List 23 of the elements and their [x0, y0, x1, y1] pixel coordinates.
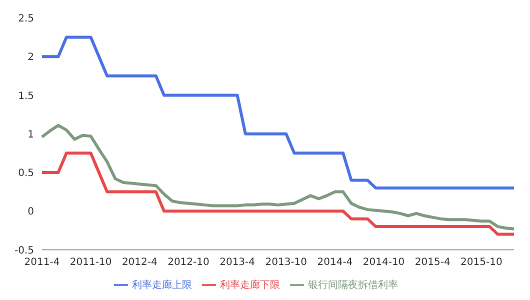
legend-label: 利率走廊下限 — [220, 280, 280, 291]
line-series — [40, 152, 516, 236]
x-tick-label: 2014-10 — [362, 256, 405, 268]
y-tick-label: -0.5 — [14, 245, 34, 256]
y-tick-label: 0.5 — [18, 168, 34, 180]
x-tick-label: 2013-10 — [265, 256, 308, 268]
legend-label: 银行间隔夜拆借利率 — [308, 280, 398, 291]
line-series — [40, 124, 516, 230]
y-tick-label: 1.5 — [18, 90, 34, 102]
x-tick-label: 2015-10 — [460, 256, 502, 268]
y-tick-label: 1 — [28, 129, 34, 140]
line-series — [40, 36, 516, 190]
x-tick-label: 2015-4 — [414, 256, 450, 268]
x-tick-label: 2012-4 — [122, 256, 158, 268]
y-tick-label: 2.5 — [18, 14, 34, 25]
y-tick-label: 0 — [28, 206, 34, 218]
x-tick-label: 2014-4 — [317, 256, 353, 268]
x-tick-label: 2012-10 — [168, 256, 210, 268]
x-tick-label: 2011-4 — [24, 256, 60, 268]
x-tick-label: 2011-10 — [70, 256, 112, 268]
y-tick-label: 2 — [28, 52, 34, 64]
legend-label: 利率走廊上限 — [132, 280, 192, 291]
x-tick-label: 2013-4 — [220, 256, 256, 268]
